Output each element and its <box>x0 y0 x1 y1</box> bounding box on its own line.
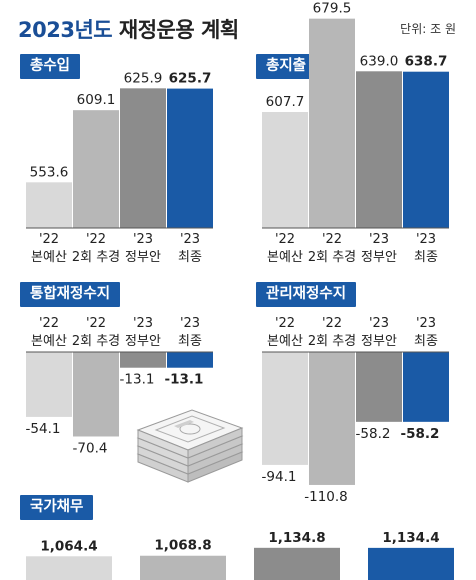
integrated-balance-tick-year-1: '22 <box>39 316 59 331</box>
national-debt-value-label-1: 1,064.4 <box>40 538 97 554</box>
revenue-bar-1 <box>26 182 72 228</box>
managed-balance-tick-year-2: '22 <box>322 316 342 331</box>
integrated-balance-tick-year-4: '23 <box>180 316 200 331</box>
expenditure-bar-2 <box>309 18 355 229</box>
expenditure-tick-year-3: '23 <box>369 232 389 247</box>
revenue-tick-label-3: 정부안 <box>125 250 161 265</box>
panel-title-integrated-balance: 통합재정수지 <box>20 282 121 307</box>
integrated-balance-value-label-3: -13.1 <box>120 372 155 388</box>
panel-title-total-expenditure: 총지출 <box>256 54 317 79</box>
expenditure-value-label-3: 639.0 <box>360 53 399 69</box>
managed-balance-tick-label-2: 2회 추경 <box>308 334 356 349</box>
managed-balance-bar-2 <box>309 352 355 485</box>
expenditure-tick-year-4: '23 <box>416 232 436 247</box>
revenue-tick-year-4: '23 <box>180 232 200 247</box>
revenue-tick-label-1: 본예산 <box>31 250 67 265</box>
revenue-bar-4 <box>167 88 213 228</box>
managed-balance-bar-1 <box>262 352 308 465</box>
integrated-balance-value-label-4: -13.1 <box>165 372 204 388</box>
expenditure-value-label-4: 638.7 <box>405 54 448 70</box>
integrated-balance-tick-year-2: '22 <box>86 316 106 331</box>
national-debt-bar-1 <box>26 556 112 580</box>
national-debt-value-label-3: 1,134.8 <box>268 530 325 546</box>
title-year: 2023년도 <box>18 18 113 42</box>
managed-balance-tick-label-1: 본예산 <box>267 334 303 349</box>
expenditure-bar-1 <box>262 111 308 228</box>
managed-balance-bar-3 <box>356 352 402 422</box>
revenue-tick-label-2: 2회 추경 <box>72 250 120 265</box>
managed-balance-value-label-4: -58.2 <box>401 426 440 442</box>
managed-balance-bar-4 <box>403 352 449 422</box>
revenue-value-label-4: 625.7 <box>169 71 212 87</box>
integrated-balance-tick-label-4: 최종 <box>178 334 202 349</box>
revenue-tick-year-1: '22 <box>39 232 59 247</box>
managed-balance-value-label-2: -110.8 <box>304 489 348 505</box>
national-debt-bar-4 <box>368 547 454 580</box>
expenditure-tick-year-2: '22 <box>322 232 342 247</box>
integrated-balance-tick-label-1: 본예산 <box>31 334 67 349</box>
panel-title-managed-balance: 관리재정수지 <box>256 282 357 307</box>
integrated-balance-tick-label-3: 정부안 <box>125 334 161 349</box>
national-debt-value-label-4: 1,134.4 <box>382 530 439 546</box>
managed-balance-tick-year-4: '23 <box>416 316 436 331</box>
revenue-value-label-3: 625.9 <box>124 70 163 86</box>
expenditure-bar-4 <box>403 71 449 228</box>
integrated-balance-bar-2 <box>73 352 119 437</box>
managed-balance-value-label-1: -94.1 <box>262 469 297 485</box>
managed-balance-tick-year-3: '23 <box>369 316 389 331</box>
national-debt-bar-3 <box>254 547 340 580</box>
expenditure-tick-label-4: 최종 <box>414 250 438 265</box>
page-title: 2023년도 재정운용 계획 <box>18 14 239 44</box>
title-rest: 재정운용 계획 <box>112 18 239 42</box>
money-stack-icon <box>136 409 244 483</box>
managed-balance-value-label-3: -58.2 <box>356 426 391 442</box>
integrated-balance-tick-year-3: '23 <box>133 316 153 331</box>
integrated-balance-bar-1 <box>26 352 72 417</box>
managed-balance-tick-year-1: '22 <box>275 316 295 331</box>
panel-title-national-debt: 국가채무 <box>20 495 94 520</box>
managed-balance-tick-label-4: 최종 <box>414 334 438 349</box>
expenditure-tick-label-3: 정부안 <box>361 250 397 265</box>
revenue-tick-year-2: '22 <box>86 232 106 247</box>
revenue-bar-3 <box>120 88 166 228</box>
expenditure-tick-year-1: '22 <box>275 232 295 247</box>
expenditure-value-label-2: 679.5 <box>313 1 352 17</box>
national-debt-value-label-2: 1,068.8 <box>154 538 211 554</box>
integrated-balance-value-label-1: -54.1 <box>26 421 61 437</box>
revenue-value-label-2: 609.1 <box>77 92 116 108</box>
expenditure-tick-label-2: 2회 추경 <box>308 250 356 265</box>
integrated-balance-bar-4 <box>167 352 213 368</box>
expenditure-bar-3 <box>356 71 402 228</box>
panel-title-total-revenue: 총수입 <box>20 54 81 79</box>
revenue-value-label-1: 553.6 <box>30 164 69 180</box>
integrated-balance-bar-3 <box>120 352 166 368</box>
integrated-balance-tick-label-2: 2회 추경 <box>72 334 120 349</box>
revenue-tick-label-4: 최종 <box>178 250 202 265</box>
revenue-tick-year-3: '23 <box>133 232 153 247</box>
expenditure-value-label-1: 607.7 <box>266 94 305 110</box>
unit-label: 단위: 조 원 <box>400 22 456 36</box>
integrated-balance-value-label-2: -70.4 <box>73 440 108 456</box>
expenditure-tick-label-1: 본예산 <box>267 250 303 265</box>
national-debt-bar-2 <box>140 555 226 580</box>
revenue-bar-2 <box>73 110 119 228</box>
managed-balance-tick-label-3: 정부안 <box>361 334 397 349</box>
